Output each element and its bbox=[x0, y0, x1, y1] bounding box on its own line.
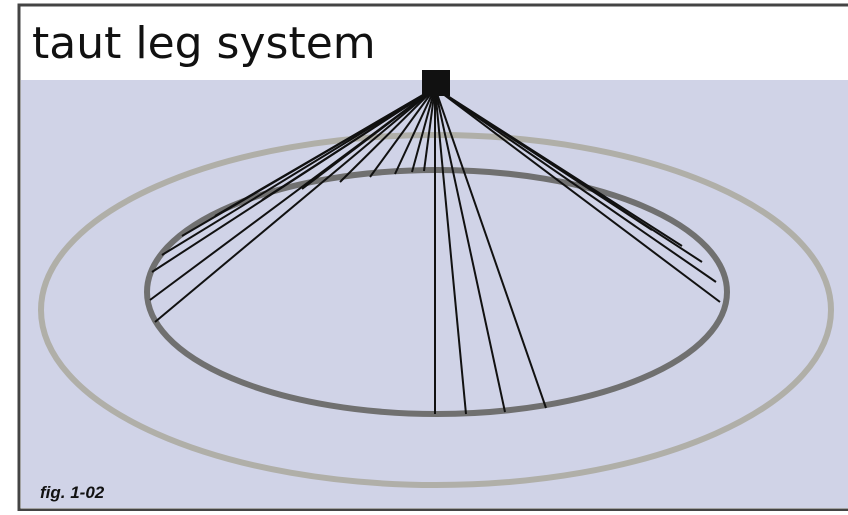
anchor-ring bbox=[144, 167, 730, 417]
buoy bbox=[422, 70, 450, 96]
mooring-lines bbox=[149, 87, 721, 415]
title: taut leg system bbox=[32, 18, 376, 69]
caption: fig. 1-02 bbox=[40, 483, 105, 502]
